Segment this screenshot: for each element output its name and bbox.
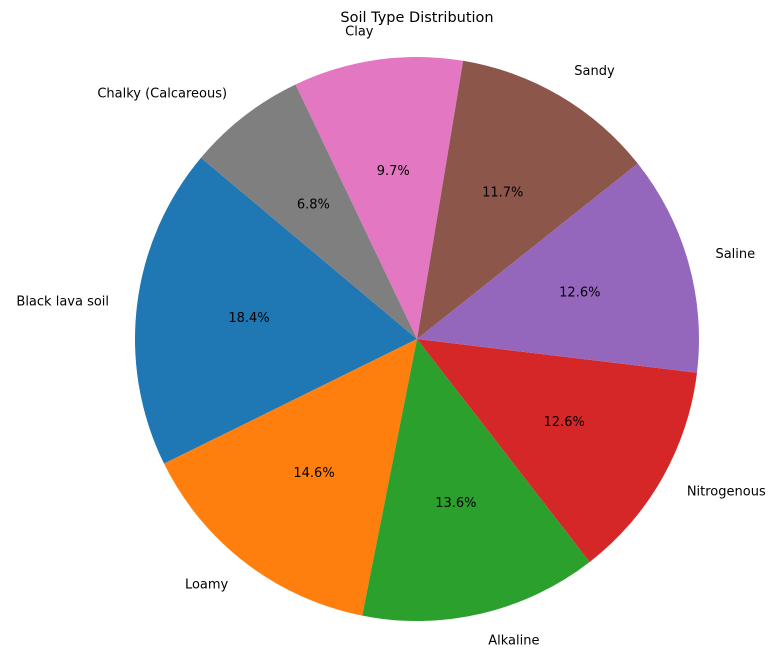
chart-title: Soil Type Distribution [340, 10, 493, 26]
pie-slice-loamy [164, 339, 417, 616]
pie-slice-black-lava-soil [134, 157, 417, 464]
slice-label-loamy: Loamy [185, 578, 229, 593]
percentage-labels: 18.4% 14.6% 13.6% 12.6% 12.6% 11.7% 9.7% 6.8% [228, 164, 600, 511]
slice-label-chalky-calcareous: Chalky (Calcareous) [97, 86, 227, 101]
pct-label-alkaline: 13.6% [435, 496, 476, 511]
category-labels: Black lava soil Loamy Alkaline Nitrogenous S… [16, 24, 766, 648]
slice-label-alkaline: Alkaline [488, 633, 539, 648]
pie-slice-saline [417, 163, 699, 373]
pct-label-clay: 9.7% [377, 164, 410, 179]
slice-label-black-lava-soil: Black lava soil [16, 294, 109, 309]
pct-label-saline: 12.6% [559, 285, 600, 300]
pct-label-loamy: 14.6% [293, 466, 334, 481]
pct-label-nitrogenous: 12.6% [544, 415, 585, 430]
pct-label-chalky-calcareous: 6.8% [297, 198, 330, 213]
pct-label-sandy: 11.7% [482, 186, 523, 201]
slice-label-nitrogenous: Nitrogenous [687, 485, 766, 500]
pie-slices [134, 57, 699, 621]
pie-slice-nitrogenous [417, 339, 697, 562]
slice-label-saline: Saline [715, 247, 755, 262]
pie-slice-clay [295, 57, 464, 340]
pie-slice-sandy [417, 60, 638, 339]
slice-label-clay: Clay [345, 24, 374, 39]
slice-label-sandy: Sandy [574, 64, 615, 79]
pie-slice-chalky-calcareous [200, 84, 417, 340]
pct-label-black-lava-soil: 18.4% [228, 311, 269, 326]
pie-slice-alkaline [362, 339, 590, 621]
